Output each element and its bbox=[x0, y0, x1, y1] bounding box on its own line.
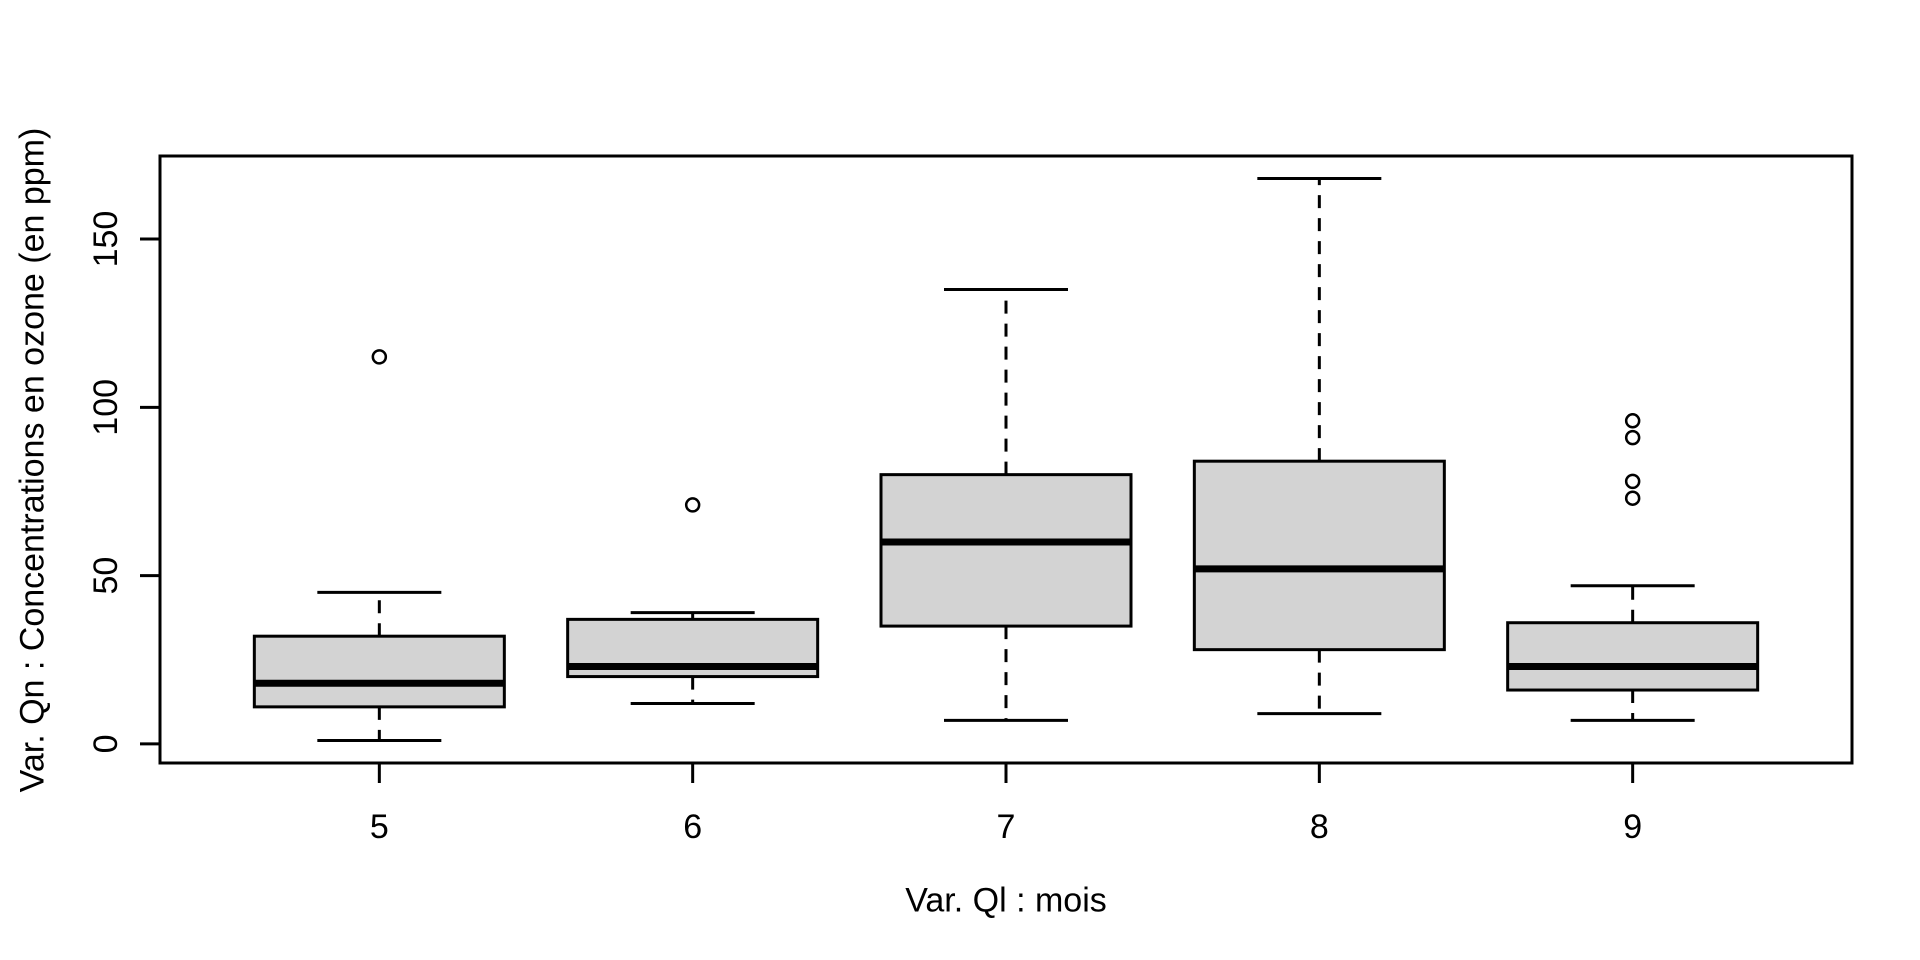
boxplot-month-8 bbox=[1192, 176, 1446, 716]
y-axis-title: Var. Qn : Concentrations en ozone (en pp… bbox=[13, 127, 52, 793]
boxplot-month-9 bbox=[1506, 413, 1760, 722]
x-tick-label-7: 7 bbox=[997, 808, 1016, 846]
x-tick-label-9: 9 bbox=[1623, 808, 1642, 846]
outlier-point-91 bbox=[1624, 429, 1641, 446]
outlier-point-96 bbox=[1624, 413, 1641, 429]
outlier-point-73 bbox=[1624, 490, 1641, 506]
y-tick-label-0: 0 bbox=[87, 734, 125, 753]
x-tick-label-8: 8 bbox=[1310, 808, 1329, 846]
outlier-point-71 bbox=[684, 497, 701, 513]
y-tick-label-150: 150 bbox=[87, 211, 125, 268]
boxplot-month-5 bbox=[252, 349, 506, 743]
outlier-point-115 bbox=[371, 349, 388, 365]
outlier-point-78 bbox=[1624, 473, 1641, 490]
y-tick-label-100: 100 bbox=[87, 379, 125, 436]
x-tick-label-5: 5 bbox=[370, 808, 389, 846]
x-tick-label-6: 6 bbox=[683, 808, 702, 846]
y-tick-label-50: 50 bbox=[87, 557, 125, 595]
iqr-box bbox=[879, 473, 1133, 628]
boxplot-month-6 bbox=[566, 497, 820, 705]
boxplot-month-7 bbox=[879, 288, 1133, 722]
iqr-box bbox=[1506, 621, 1760, 692]
iqr-box bbox=[1192, 459, 1446, 652]
iqr-box bbox=[252, 634, 506, 709]
x-axis-title: Var. Ql : mois bbox=[905, 881, 1107, 920]
